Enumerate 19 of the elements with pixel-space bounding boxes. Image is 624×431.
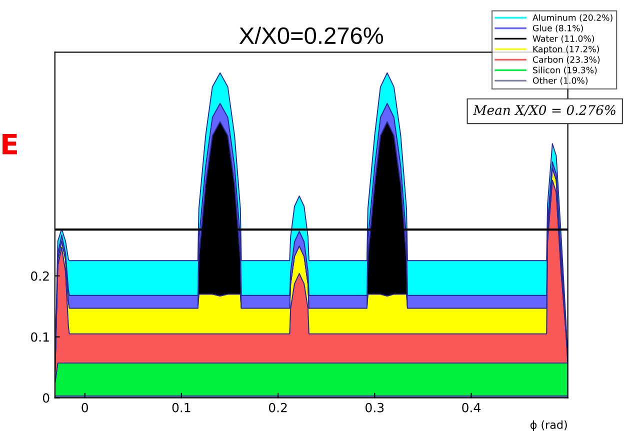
chart-title: X/X0=0.276% [239, 26, 384, 44]
x-tick-label: 0.4 [462, 402, 480, 412]
text: E [2, 134, 17, 154]
annotation: Mean X/X0 = 0.276% [473, 105, 616, 116]
y-tick-label: 0.1 [30, 332, 49, 342]
y-tick-label: 0 [42, 393, 50, 403]
x-tick-label: 0.2 [268, 402, 287, 412]
x-tick-label: 0.1 [172, 402, 190, 412]
y-tick-label: 0.2 [30, 271, 49, 281]
legend-label: Glue (8.1%) [532, 24, 583, 32]
x-tick-label: 0 [82, 402, 88, 412]
legend-label: Carbon (23.3%) [532, 56, 600, 64]
legend-label: Silicon (19.3%) [533, 66, 597, 74]
legend-label: Water (11.0%) [532, 35, 594, 43]
legend-label: Kapton (17.2%) [533, 46, 599, 54]
x-axis-title: ϕ (rad) [530, 420, 567, 431]
x-tick-label: 0.3 [366, 402, 384, 412]
legend-label: Aluminum (20.2%) [532, 14, 612, 22]
legend-label: Other (1.0%) [532, 77, 588, 85]
